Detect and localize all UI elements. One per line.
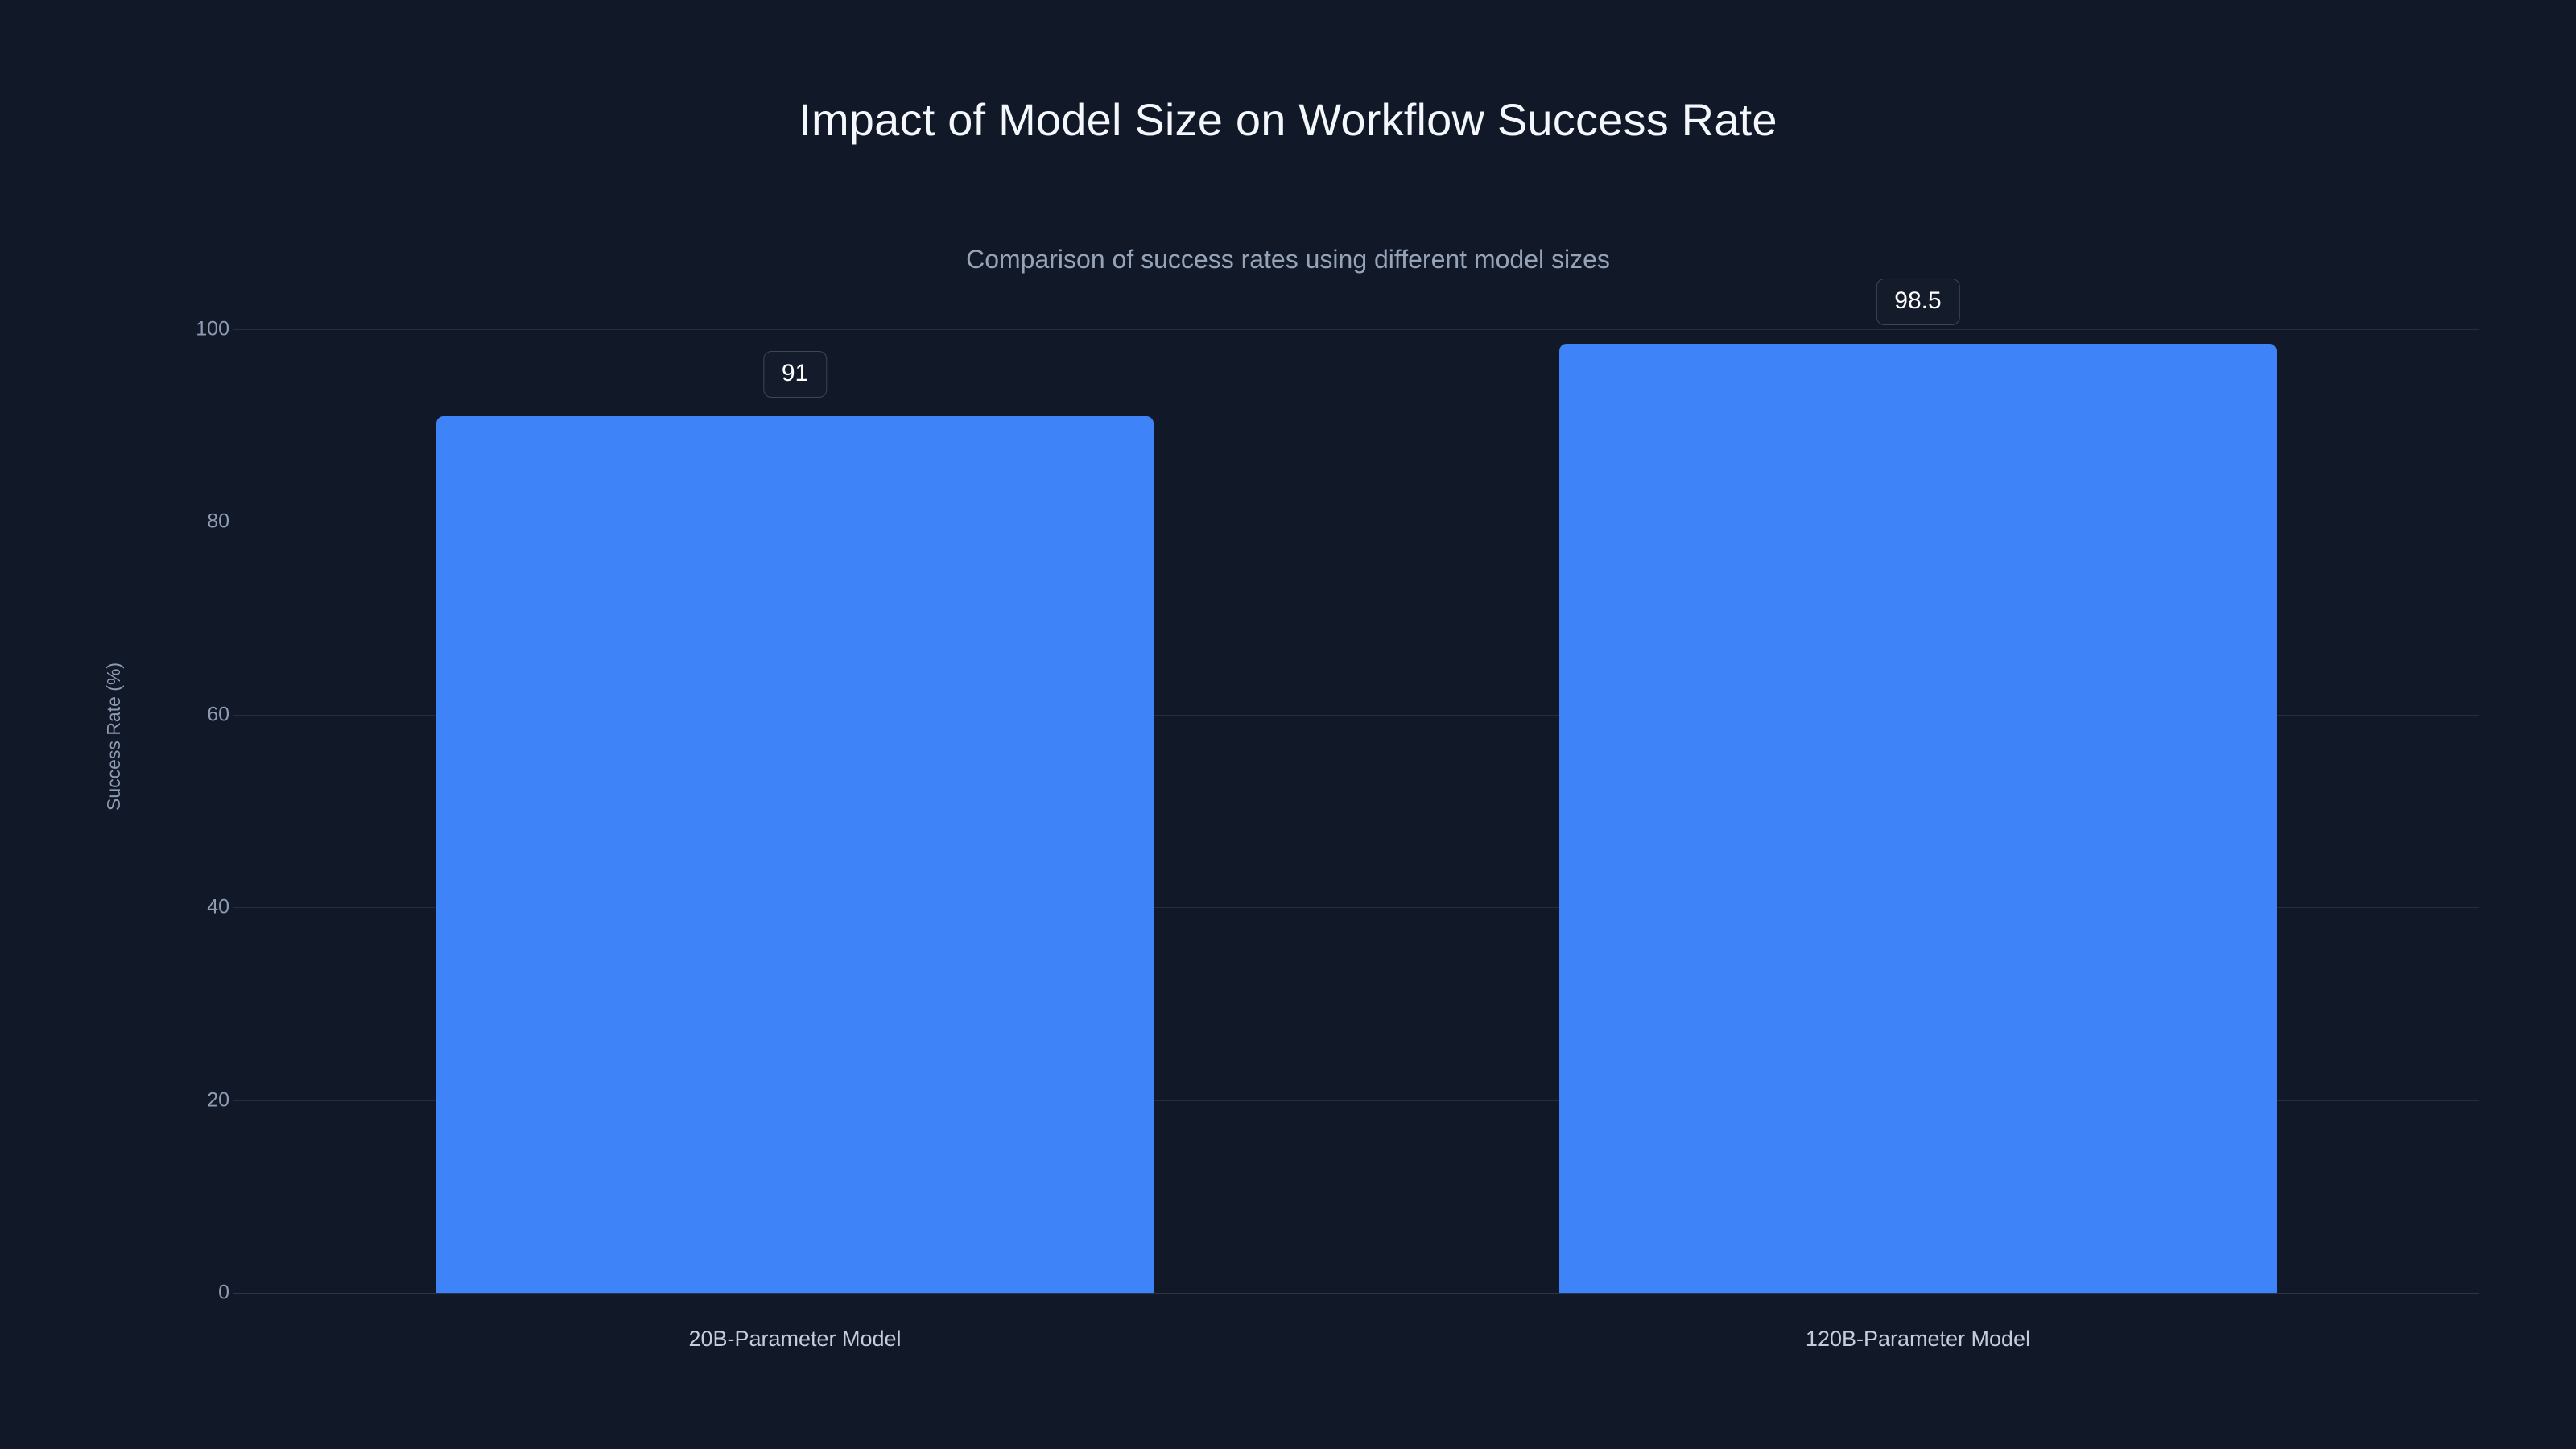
y-axis-tick-label: 20 (207, 1088, 229, 1112)
y-axis-tick-label: 80 (207, 510, 229, 533)
y-axis-tick-label: 100 (196, 317, 229, 341)
y-axis-title: Success Rate (%) (103, 662, 124, 811)
y-axis-tick-label: 40 (207, 895, 229, 919)
gridline (233, 1100, 2479, 1101)
y-axis-tick-label: 0 (218, 1281, 229, 1304)
gridline (233, 329, 2479, 330)
bar[interactable] (1559, 343, 2277, 1293)
bar[interactable] (436, 415, 1154, 1293)
gridline (233, 1293, 2479, 1294)
gridline (233, 907, 2479, 909)
bar-value-label: 91 (762, 350, 828, 398)
chart-title: Impact of Model Size on Workflow Success… (799, 94, 1777, 145)
plot-area (233, 329, 2479, 1294)
y-axis-tick-label: 60 (207, 703, 229, 726)
gridline (233, 714, 2479, 716)
x-axis-category-label: 20B-Parameter Model (688, 1327, 902, 1351)
x-axis-category-label: 120B-Parameter Model (1805, 1327, 2031, 1351)
bar-value-label: 98.5 (1876, 278, 1960, 325)
chart-subtitle: Comparison of success rates using differ… (966, 245, 1610, 274)
